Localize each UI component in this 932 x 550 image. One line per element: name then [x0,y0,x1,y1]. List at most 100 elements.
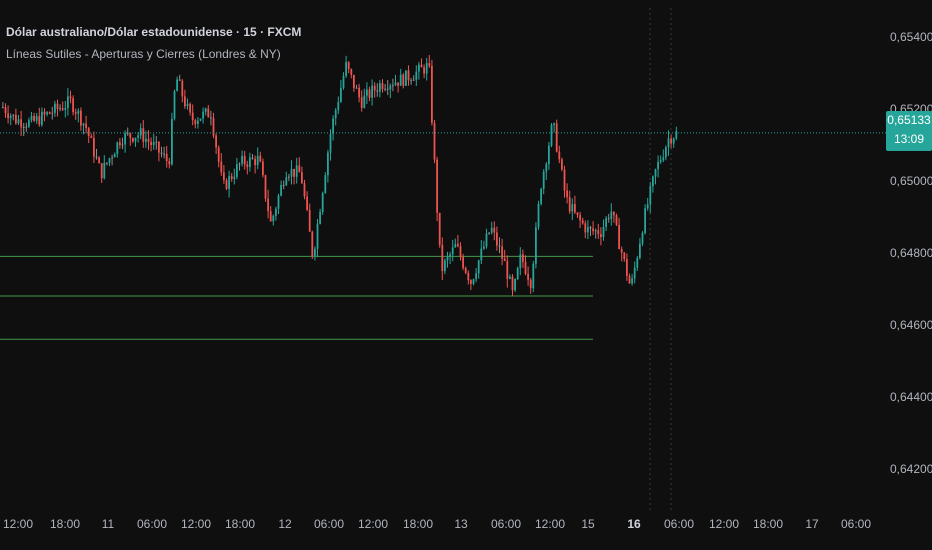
candle[interactable] [202,107,204,124]
candle[interactable] [519,247,522,276]
candle[interactable] [420,58,423,68]
candle[interactable] [272,214,275,226]
candle[interactable] [384,84,386,92]
candle[interactable] [186,98,189,110]
candle[interactable] [527,266,529,286]
candle[interactable] [371,79,373,106]
candle[interactable] [171,112,173,166]
candle[interactable] [376,83,379,97]
candle[interactable] [633,261,636,284]
candle[interactable] [82,122,85,135]
candle[interactable] [597,223,600,240]
candle[interactable] [623,251,626,262]
candle[interactable] [366,82,368,105]
candle[interactable] [631,274,633,286]
candle[interactable] [347,61,350,74]
candle[interactable] [545,161,548,181]
candle[interactable] [95,148,98,160]
candle[interactable] [7,105,9,124]
candle[interactable] [35,112,38,124]
candle[interactable] [212,112,215,139]
candle[interactable] [576,212,579,219]
candle[interactable] [449,251,451,265]
candle[interactable] [217,145,220,168]
candle[interactable] [28,117,30,129]
candle[interactable] [628,273,631,284]
candle[interactable] [246,160,249,175]
candle[interactable] [22,122,25,136]
candle[interactable] [602,219,605,241]
candle[interactable] [129,132,132,146]
candle[interactable] [121,137,124,150]
candle[interactable] [659,155,662,164]
candle[interactable] [251,154,254,160]
candle[interactable] [30,111,33,123]
candle[interactable] [113,152,116,158]
candle[interactable] [407,65,410,86]
candle[interactable] [191,104,194,126]
candle[interactable] [137,131,139,143]
candle[interactable] [418,61,420,80]
candle[interactable] [152,133,155,150]
candle[interactable] [230,172,233,182]
candle[interactable] [444,258,446,275]
candle[interactable] [41,107,43,127]
candle[interactable] [275,206,277,221]
candle[interactable] [285,171,288,187]
candle[interactable] [108,157,111,167]
candle[interactable] [308,203,311,232]
candle[interactable] [503,249,506,262]
candle[interactable] [405,70,407,86]
candle[interactable] [319,208,321,225]
candle[interactable] [12,114,15,121]
candle[interactable] [490,221,493,235]
candle[interactable] [56,99,59,117]
candle[interactable] [134,137,137,147]
candle[interactable] [363,88,366,109]
candle[interactable] [610,203,613,226]
candle[interactable] [132,137,134,144]
candle[interactable] [470,279,472,291]
candle[interactable] [467,270,470,285]
candle[interactable] [48,111,51,115]
candle[interactable] [394,74,397,87]
candle[interactable] [15,108,17,125]
candle[interactable] [184,89,186,109]
candle[interactable] [61,101,64,112]
candle[interactable] [537,200,540,230]
candle[interactable] [516,266,519,281]
candle[interactable] [592,221,594,235]
candle[interactable] [613,211,615,223]
candle[interactable] [441,237,444,280]
candle[interactable] [111,154,113,166]
candle[interactable] [483,240,485,250]
candle[interactable] [480,240,483,265]
candle[interactable] [342,72,345,90]
candle[interactable] [626,253,628,281]
candle[interactable] [324,172,327,194]
candle[interactable] [262,158,264,178]
candle[interactable] [415,65,418,86]
candle[interactable] [124,130,126,153]
candle[interactable] [639,238,641,260]
candle[interactable] [54,100,56,117]
candle[interactable] [589,225,592,237]
candle[interactable] [9,113,12,126]
candle[interactable] [106,162,108,166]
candle[interactable] [264,174,267,202]
candle[interactable] [522,249,524,268]
candle[interactable] [197,117,199,129]
candle[interactable] [301,166,303,184]
candle[interactable] [163,146,165,159]
candle[interactable] [77,108,80,123]
candle[interactable] [540,187,542,206]
candle[interactable] [267,189,269,219]
candle[interactable] [620,246,623,262]
candle[interactable] [360,90,363,112]
candle[interactable] [607,213,610,223]
candle[interactable] [594,228,597,239]
candle[interactable] [100,163,103,184]
candle[interactable] [67,88,69,116]
candle[interactable] [280,180,282,197]
